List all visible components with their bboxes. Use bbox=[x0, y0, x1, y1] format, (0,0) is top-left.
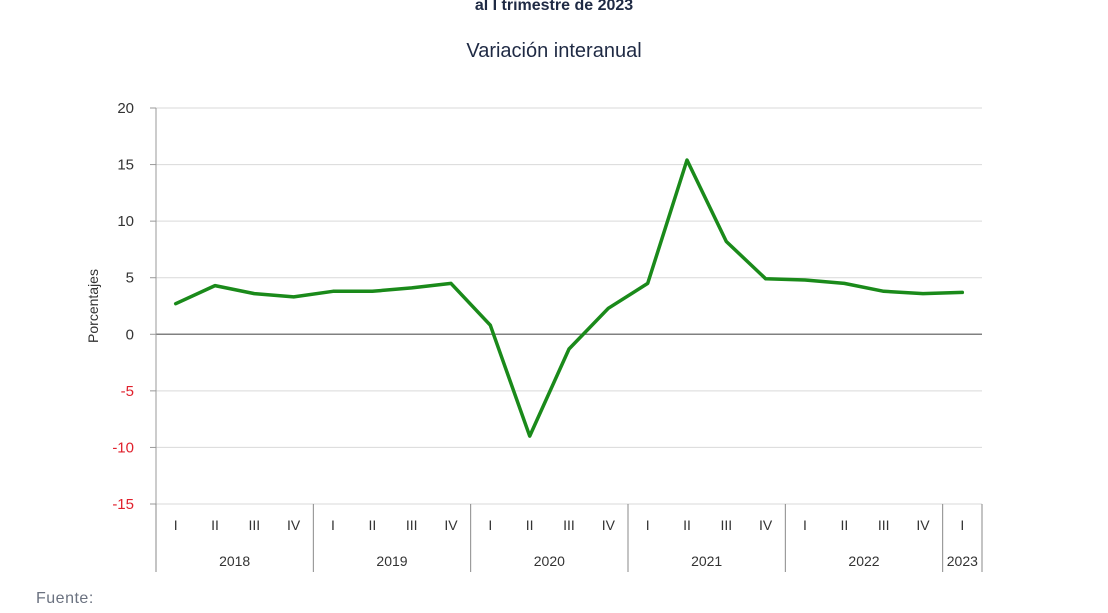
chart-subtitle: Variación interanual bbox=[466, 40, 642, 62]
x-tick-label-quarter: IV bbox=[602, 517, 616, 533]
x-tick-label-quarter: II bbox=[211, 517, 219, 533]
y-tick-label: 20 bbox=[117, 100, 134, 117]
x-tick-label-quarter: III bbox=[406, 517, 418, 533]
x-tick-label-quarter: III bbox=[248, 517, 260, 533]
x-tick-label-quarter: II bbox=[683, 517, 691, 533]
x-tick-label-quarter: I bbox=[960, 517, 964, 533]
x-tick-label-year: 2023 bbox=[947, 553, 978, 569]
y-tick-label: 5 bbox=[126, 270, 134, 287]
x-tick-label-quarter: I bbox=[803, 517, 807, 533]
x-tick-label-quarter: III bbox=[720, 517, 732, 533]
x-tick-label-quarter: I bbox=[331, 517, 335, 533]
x-tick-label-year: 2019 bbox=[376, 553, 407, 569]
x-axis-category-table: I II III IV I II III IV I II III IV I II III IV I II III IV… bbox=[155, 504, 983, 572]
x-tick-label-quarter: I bbox=[646, 517, 650, 533]
chart-title: al I trimestre de 2023 bbox=[474, 0, 634, 14]
y-tick-label: 10 bbox=[117, 213, 134, 230]
y-axis-ticks: 20 15 10 5 0 -5 -10 -15 bbox=[112, 100, 134, 513]
x-tick-label-quarter: IV bbox=[287, 517, 301, 533]
x-tick-label-quarter: II bbox=[526, 517, 534, 533]
x-tick-label-quarter: III bbox=[878, 517, 890, 533]
y-tick-label: -5 bbox=[121, 383, 134, 400]
y-tick-label: -10 bbox=[112, 439, 134, 456]
x-tick-label-year: 2022 bbox=[848, 553, 879, 569]
x-tick-label-quarter: IV bbox=[444, 517, 458, 533]
y-tick-label: 0 bbox=[126, 326, 134, 343]
x-tick-label-year: 2021 bbox=[691, 553, 722, 569]
y-tick-label: 15 bbox=[117, 157, 134, 174]
y-tick-label: -15 bbox=[112, 496, 134, 513]
x-tick-label-quarter: IV bbox=[759, 517, 773, 533]
source-label: Fuente: bbox=[36, 590, 94, 607]
x-tick-label-quarter: III bbox=[563, 517, 575, 533]
series-line bbox=[173, 158, 965, 438]
y-axis-label: Porcentajes bbox=[85, 269, 101, 343]
x-tick-label-quarter: I bbox=[174, 517, 178, 533]
x-tick-label-quarter: II bbox=[368, 517, 376, 533]
gridlines bbox=[150, 107, 982, 505]
x-tick-label-quarter: I bbox=[488, 517, 492, 533]
x-tick-label-quarter: IV bbox=[916, 517, 930, 533]
x-tick-label-year: 2018 bbox=[219, 553, 250, 569]
x-tick-label-quarter: II bbox=[840, 517, 848, 533]
x-tick-label-year: 2020 bbox=[534, 553, 565, 569]
